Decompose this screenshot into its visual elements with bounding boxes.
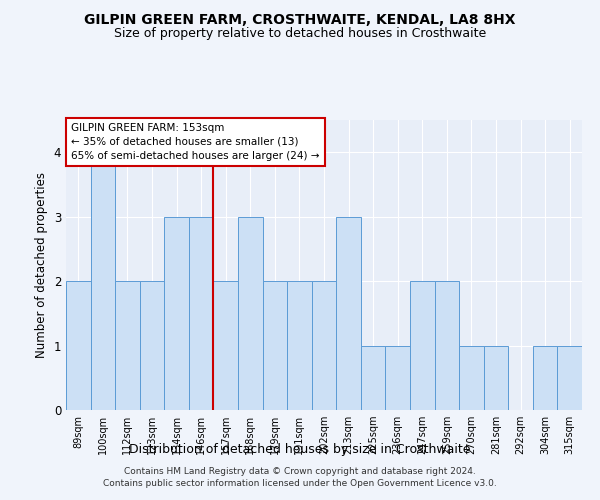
Text: Distribution of detached houses by size in Crosthwaite: Distribution of detached houses by size … [129, 444, 471, 456]
Text: Size of property relative to detached houses in Crosthwaite: Size of property relative to detached ho… [114, 28, 486, 40]
Bar [140, 281, 164, 410]
Bar [459, 346, 484, 410]
Bar [434, 281, 459, 410]
Text: GILPIN GREEN FARM: 153sqm
← 35% of detached houses are smaller (13)
65% of semi-: GILPIN GREEN FARM: 153sqm ← 35% of detac… [71, 123, 320, 161]
Bar [533, 346, 557, 410]
Bar [238, 216, 263, 410]
Bar [361, 346, 385, 410]
Bar [164, 216, 189, 410]
Bar [484, 346, 508, 410]
Text: Contains HM Land Registry data © Crown copyright and database right 2024.
Contai: Contains HM Land Registry data © Crown c… [103, 466, 497, 487]
Bar [410, 281, 434, 410]
Bar [385, 346, 410, 410]
Bar [66, 281, 91, 410]
Bar [336, 216, 361, 410]
Y-axis label: Number of detached properties: Number of detached properties [35, 172, 48, 358]
Bar [115, 281, 140, 410]
Bar [91, 152, 115, 410]
Bar [312, 281, 336, 410]
Bar [263, 281, 287, 410]
Bar [189, 216, 214, 410]
Bar [287, 281, 312, 410]
Bar [557, 346, 582, 410]
Bar [214, 281, 238, 410]
Text: GILPIN GREEN FARM, CROSTHWAITE, KENDAL, LA8 8HX: GILPIN GREEN FARM, CROSTHWAITE, KENDAL, … [84, 12, 516, 26]
